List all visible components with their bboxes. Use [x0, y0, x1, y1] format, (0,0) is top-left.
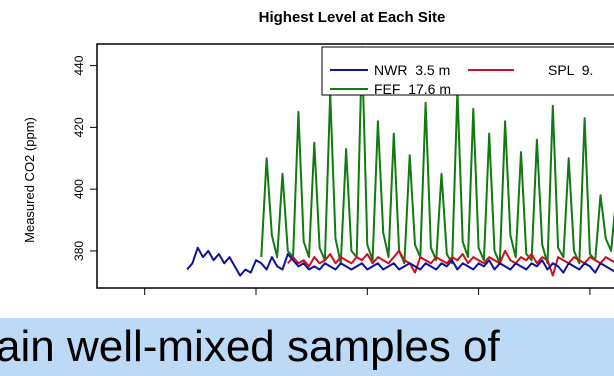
- x-axis: [144, 288, 591, 295]
- series-line-2: [260, 46, 614, 265]
- legend: NWR 3.5 m SPL 9. FEF 17.6 m: [321, 46, 614, 97]
- caption-text: ain well-mixed samples of: [0, 322, 500, 371]
- y-axis-label: Measured CO2 (ppm): [22, 117, 37, 243]
- y-tick-label: 440: [72, 55, 86, 75]
- y-tick-label: 380: [72, 241, 86, 261]
- plot-frame: [96, 43, 614, 289]
- caption-band: ain well-mixed samples of: [0, 318, 614, 376]
- chart-title: Highest Level at Each Site: [259, 9, 446, 26]
- series-layer: [186, 46, 614, 277]
- series-line-0: [186, 246, 614, 277]
- series-line-1: [287, 249, 614, 277]
- legend-label-fef: FEF 17.6 m: [374, 81, 451, 97]
- y-tick-label: 400: [72, 179, 86, 199]
- y-axis: 380 400 420 440: [72, 55, 97, 261]
- legend-label-nwr: NWR 3.5 m: [374, 62, 450, 78]
- legend-label-spl: SPL 9.: [548, 62, 593, 78]
- y-tick-label: 420: [72, 117, 86, 137]
